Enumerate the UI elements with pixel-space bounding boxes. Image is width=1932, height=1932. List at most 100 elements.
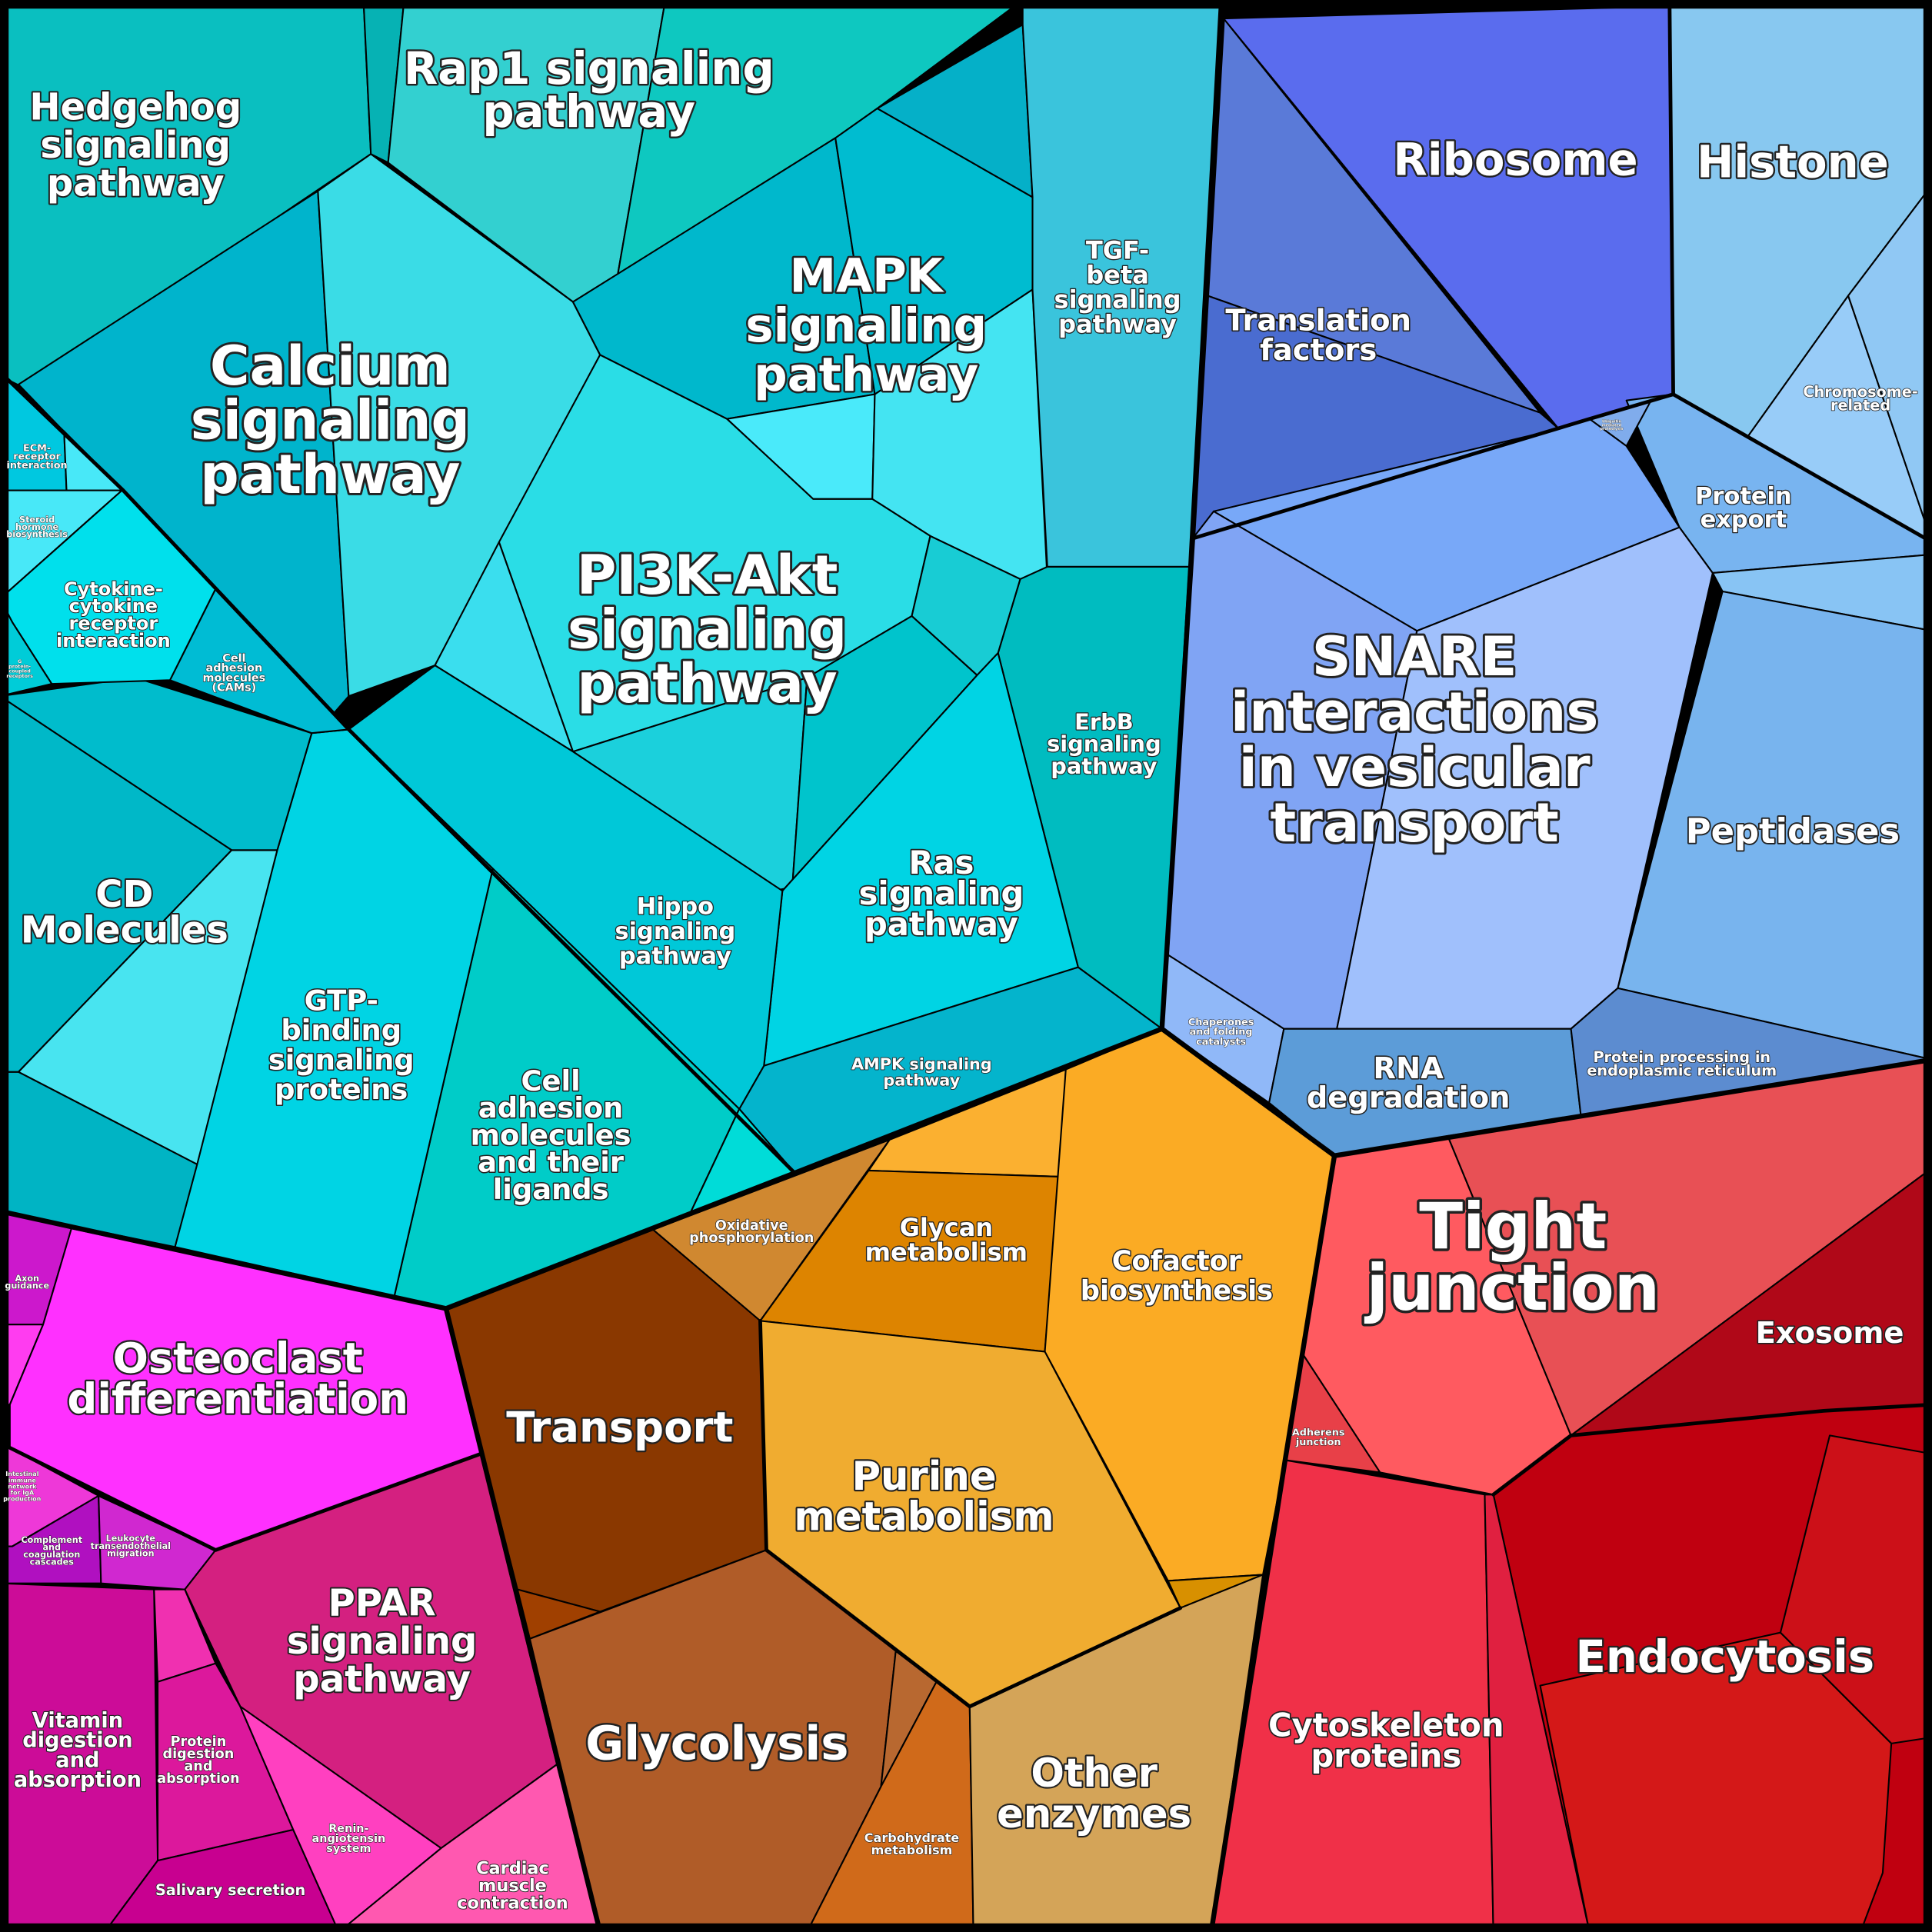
label-line: Adherens [1292,1427,1345,1438]
label-line: immune [8,1477,37,1484]
label-line: Peptidases [1686,811,1900,851]
label-carbohydrate: Carbohydrate metabolism [864,1830,960,1857]
label-line: related [1830,396,1890,414]
label-line: Cofactor [1112,1246,1242,1277]
label-ecm: ECM-receptor interaction [6,442,67,471]
label-cytokine: Cytokine-cytokine receptor interaction [56,578,171,651]
label-line: digestion [22,1729,132,1753]
label-line: and [43,1542,62,1552]
label-line: Other [1031,1750,1158,1797]
cell-renin[interactable] [239,1705,442,1932]
label-line: enzymes [997,1791,1191,1837]
label-line: signaling [191,388,470,451]
label-ppar: PPAR signaling pathway [287,1581,478,1700]
label-line: pathway [864,905,1018,943]
cell-tgf[interactable] [1021,0,1221,568]
label-line: interactions [1231,681,1598,744]
cell-cd-sub[interactable] [0,1071,198,1248]
label-line: GTP- [305,984,378,1018]
label-line: hormone [15,522,59,532]
label-line: Hippo [637,894,714,921]
label-line: signaling [745,298,987,353]
label-line: Glycolysis [585,1717,848,1771]
label-cytoskeleton: Cytoskeleton proteins [1268,1706,1504,1774]
label-cams: Cell adhesion molecules (CAMs) [203,652,266,694]
label-line: Protein [1695,483,1791,510]
label-line: Cytokine- [64,578,163,600]
label-line: proteins [1311,1737,1461,1774]
label-line: pathway [754,348,978,402]
cell-protein-processing[interactable] [1570,987,1932,1116]
cell-chromosome-sub[interactable] [1847,184,1932,543]
label-line: MAPK [790,249,944,304]
label-line: pathway [482,85,695,138]
label-line: SNARE [1312,625,1517,688]
label-intestinal: Intestinal immune network for IgA production [3,1471,41,1502]
label-line: Hedgehog [29,85,242,128]
label-line: pathway [577,652,837,715]
label-translation: Translation factors [1225,303,1411,367]
label-line: Oxidative [715,1218,788,1234]
label-line: Endocytosis [1576,1631,1875,1683]
label-line: factors [1260,333,1377,368]
label-tgf: TGF-beta signaling pathway [1054,235,1181,338]
label-line: absorption [14,1768,142,1792]
label-line: Translation [1225,303,1411,338]
label-line: biosynthesis [6,529,68,539]
label-line: Protein [171,1734,227,1750]
label-salivary: Salivary secretion [155,1881,305,1899]
label-line: transport [1270,791,1558,854]
label-rap1: Rap1 signaling pathway [404,42,774,138]
label-rna-degradation: RNA degradation [1307,1051,1511,1115]
label-line: Complement [21,1535,82,1545]
label-line: Renin- [328,1823,368,1835]
label-line: Glycan [900,1213,994,1242]
label-line: pathway [1051,753,1158,779]
label-ras: Ras signaling pathway [859,844,1024,943]
label-line: Protein processing in [1593,1048,1770,1066]
label-adherens: Adherens junction [1292,1427,1345,1448]
label-line: pathway [293,1658,471,1701]
label-chaperones: Chaperones and folding catalysts [1188,1017,1254,1048]
border [443,1306,603,1932]
label-line: signaling [268,1044,415,1077]
label-tight-junction: Tight junction [1364,1189,1660,1325]
label-line: Chaperones [1188,1017,1254,1028]
label-line: TGF- [1086,235,1149,265]
cell-peptidases[interactable] [1617,590,1932,1061]
label-line: pathway [619,943,731,970]
label-line: catalysts [1196,1037,1246,1048]
label-line: contraction [457,1894,568,1914]
label-line: Transport [506,1402,733,1451]
label-other-enzymes: Other enzymes [997,1750,1191,1837]
label-line: differentiation [67,1374,408,1424]
border [1191,392,1932,545]
label-endocytosis: Endocytosis [1576,1631,1875,1683]
label-line: Salivary secretion [155,1881,305,1899]
border [1208,1153,1337,1932]
label-line: Cell [222,652,245,665]
label-line: Ribosome [1393,133,1637,185]
label-line: junction [1295,1437,1341,1448]
label-line: binding [281,1014,401,1047]
label-protein-digestion: Protein digestion and absorption [157,1734,239,1787]
label-line: export [1700,507,1787,534]
cell-endocytosis-sub[interactable] [1539,1631,1893,1932]
cell-cytoskeleton-sub[interactable] [1484,1494,1591,1932]
cell-cardiac[interactable] [338,1764,601,1932]
label-line: in vesicular [1239,736,1591,799]
label-gtp: GTP-binding signaling proteins [268,984,415,1106]
label-peptidases: Peptidases [1686,811,1900,851]
cell-salivary[interactable] [104,1828,340,1932]
label-line: Axon [15,1274,39,1284]
cell-peptidases-sub[interactable] [1711,553,1932,632]
label-line: molecules [471,1118,631,1151]
label-line: Cytoskeleton [1268,1706,1504,1744]
label-line: and their [478,1146,625,1179]
label-line: ErbB [1074,708,1134,734]
label-cardiac: Cardiac muscle contraction [457,1859,568,1914]
label-cd: CD Molecules [21,873,228,951]
label-transport: Transport [506,1402,733,1451]
